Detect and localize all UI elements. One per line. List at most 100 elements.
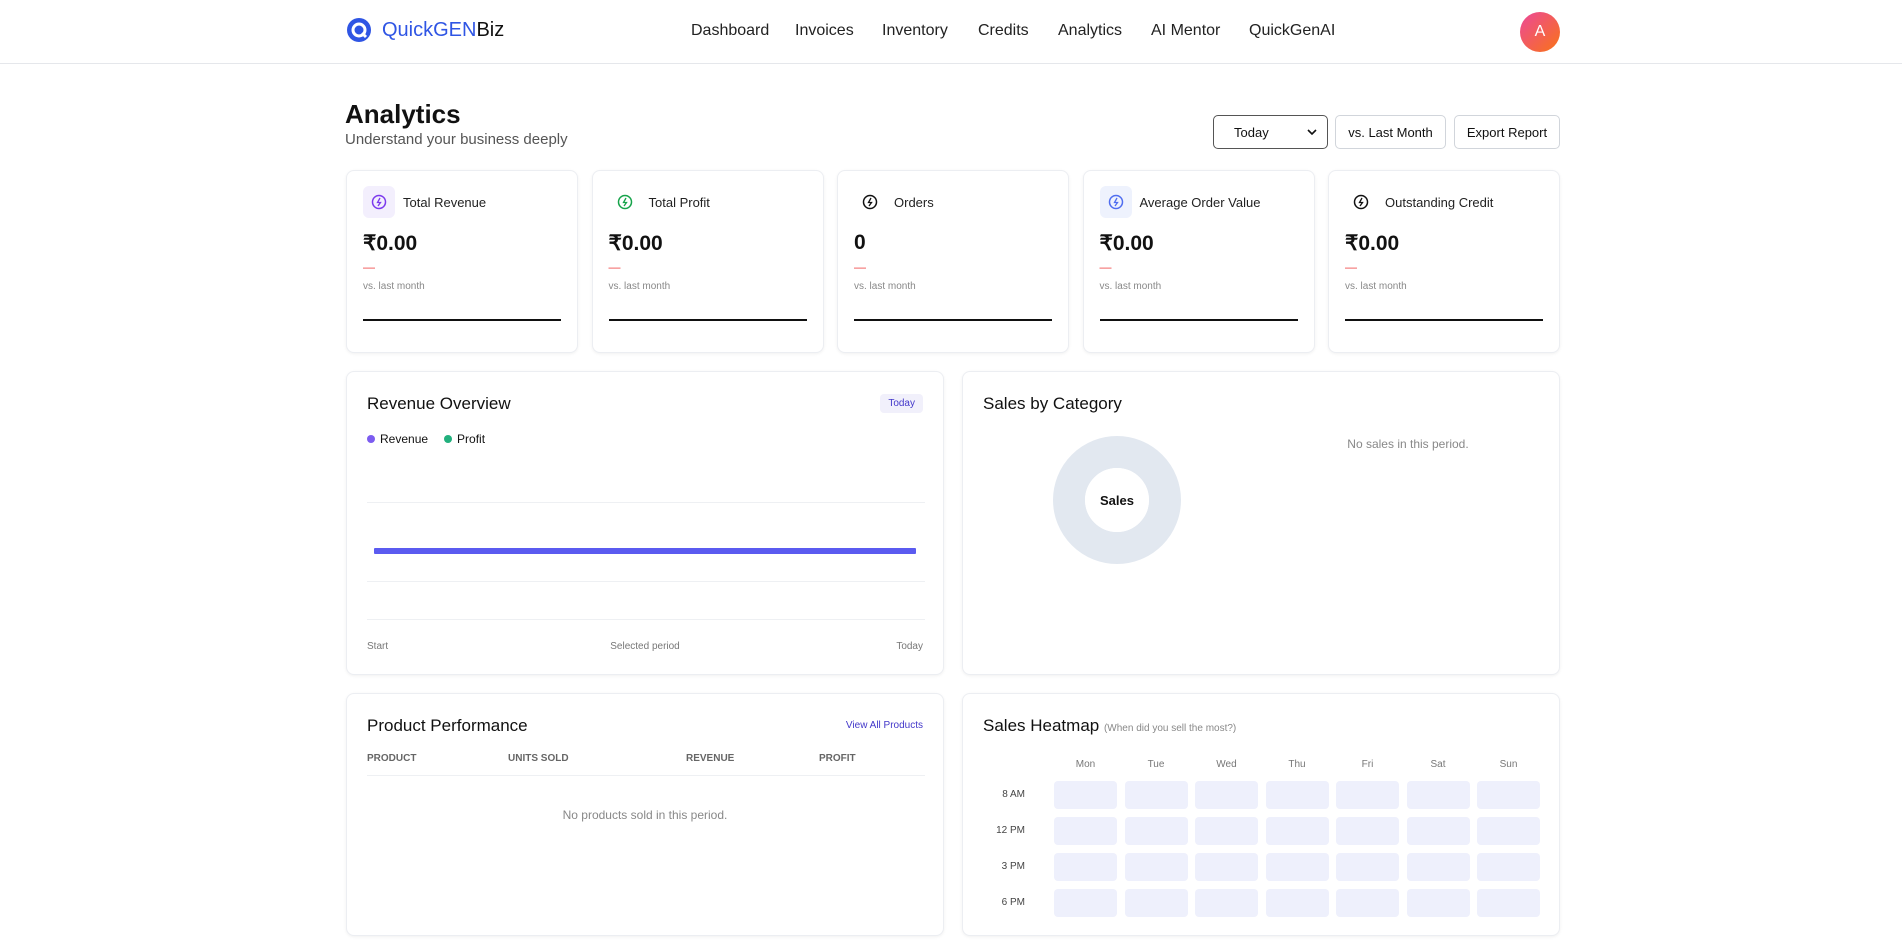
sparkline [854,319,1052,321]
heatmap-title: Sales Heatmap [983,716,1100,735]
sales-by-category-card: Sales by Category Sales No sales in this… [962,371,1560,675]
kpi-label: Outstanding Credit [1385,195,1494,210]
kpi-change: — [1099,260,1112,274]
nav-link[interactable]: Dashboard [691,22,770,39]
sparkline [608,319,807,321]
logo[interactable]: QuickGENBiz [346,17,504,43]
kpi-card: Average Order Value ₹0.00 — vs. last month [1082,170,1315,353]
day-label: Sat [1430,759,1446,770]
heatmap-cell [1406,817,1470,845]
kpi-change: — [608,260,621,274]
divider [367,775,925,776]
compare-button[interactable]: vs. Last Month [1335,115,1446,149]
x-label: Today [896,641,923,652]
heatmap-hint: (When did you sell the most?) [1103,723,1237,734]
day-label: Thu [1288,759,1306,770]
revenue-overview-card: Revenue Overview Today Revenue Profit Sta… [346,371,944,675]
kpi-value: ₹0.00 [1099,232,1154,255]
kpi-value: 0 [854,231,866,254]
heatmap-cell [1336,781,1399,809]
time-label: 6 PM [1001,897,1025,908]
heatmap-cell [1477,817,1540,845]
product-performance-card: Product Performance View All Products PR… [346,693,944,936]
legend-label: Revenue [380,432,429,446]
heatmap-cell [1406,889,1470,917]
heatmap-cell [1054,817,1117,845]
donut-label: Sales [1100,493,1134,508]
card-title: Product Performance [367,716,528,735]
heatmap-cell [1477,889,1540,917]
column-header: REVENUE [686,753,735,764]
heatmap-cell [1336,817,1399,845]
kpi-icon [1099,186,1132,218]
period-select[interactable]: Today [1213,115,1328,149]
page-subtitle: Understand your business deeply [345,131,568,148]
nav-link[interactable]: Invoices [795,22,854,39]
nav-link[interactable]: AI Mentor [1151,22,1221,39]
nav-link[interactable]: Credits [978,22,1029,39]
heatmap-cell [1406,781,1470,809]
sales-heatmap-card: Sales Heatmap (When did you sell the mos… [962,693,1560,936]
column-header: PROFIT [819,753,856,764]
day-label: Fri [1361,759,1374,770]
kpi-note: vs. last month [608,281,671,292]
nav-link[interactable]: QuickGenAI [1249,22,1336,39]
time-label: 3 PM [1001,861,1025,872]
icon-glyph [617,194,632,210]
avatar[interactable]: A [1520,12,1560,52]
logo-suffix: Biz [476,18,505,41]
time-label: 8 AM [1002,789,1025,800]
kpi-change: — [854,260,866,274]
kpi-icon [1345,186,1377,218]
grid-line [367,502,925,503]
sparkline [363,319,561,321]
heatmap-cell [1195,817,1258,845]
heatmap-cell [1265,853,1329,881]
donut [1053,436,1181,564]
kpi-value: ₹0.00 [1345,232,1400,255]
legend-swatch [444,435,453,443]
legend-item: Revenue [367,432,428,446]
heatmap-cell [1054,781,1117,809]
icon-glyph [1353,194,1369,210]
logo-icon [347,18,371,42]
view-all-link[interactable]: View All Products [845,720,923,731]
revenue-line [374,548,916,554]
day-label: Mon [1075,759,1096,770]
period-select-value: Today [1234,124,1269,140]
heatmap-cell [1265,781,1329,809]
legend: Revenue Profit [367,432,485,446]
kpi-note: vs. last month [1099,281,1162,292]
legend-swatch [367,435,375,443]
kpi-note: vs. last month [854,281,916,292]
heatmap-cell [1406,853,1470,881]
legend-label: Profit [457,432,486,446]
heatmap-cell [1124,889,1188,917]
heatmap-cell [1124,853,1188,881]
kpi-label: Total Revenue [403,195,487,210]
sparkline [1345,319,1543,321]
export-button[interactable]: Export Report [1454,115,1560,149]
heatmap-cell [1265,889,1329,917]
kpi-change: — [1345,260,1357,274]
kpi-icon [363,186,395,218]
kpi-label: Total Profit [648,195,710,210]
period-badge: Today [880,394,923,413]
day-label: Sun [1499,759,1518,770]
kpi-note: vs. last month [1345,281,1407,292]
kpi-card: Total Profit ₹0.00 — vs. last month [591,170,824,353]
day-label: Tue [1147,759,1165,770]
kpi-card: Orders 0 — vs. last month [837,170,1069,353]
heatmap-cell [1265,817,1329,845]
kpi-label: Average Order Value [1139,195,1261,210]
nav-link[interactable]: Analytics [1058,22,1123,39]
x-label: Start [367,641,389,652]
heatmap-cell [1336,889,1399,917]
card-title: Sales by Category [983,394,1122,413]
chevron [1307,129,1317,136]
kpi-label: Orders [894,195,934,210]
kpi-card: Outstanding Credit ₹0.00 — vs. last month [1328,170,1560,353]
nav-link[interactable]: Inventory [882,22,948,39]
